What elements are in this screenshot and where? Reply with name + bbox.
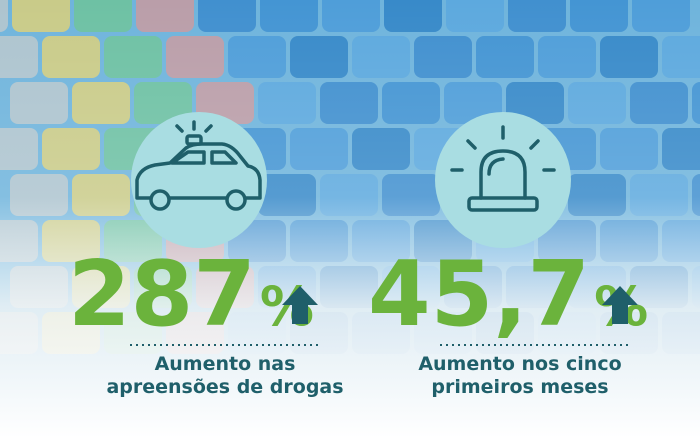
up-arrow (602, 286, 638, 324)
stat-value: 45,7 (368, 242, 590, 347)
siren-icon (435, 112, 571, 248)
stat-value-text: 287% (68, 242, 314, 347)
stat-label: apreensões de drogas (106, 376, 343, 398)
stat-label: primeiros meses (431, 376, 608, 398)
stat-value: 287 (68, 242, 256, 347)
police-car-icon (131, 112, 267, 248)
stat-label: Aumento nas (155, 353, 296, 375)
up-arrow (282, 286, 318, 324)
stat-label: Aumento nos cinco (418, 353, 621, 375)
